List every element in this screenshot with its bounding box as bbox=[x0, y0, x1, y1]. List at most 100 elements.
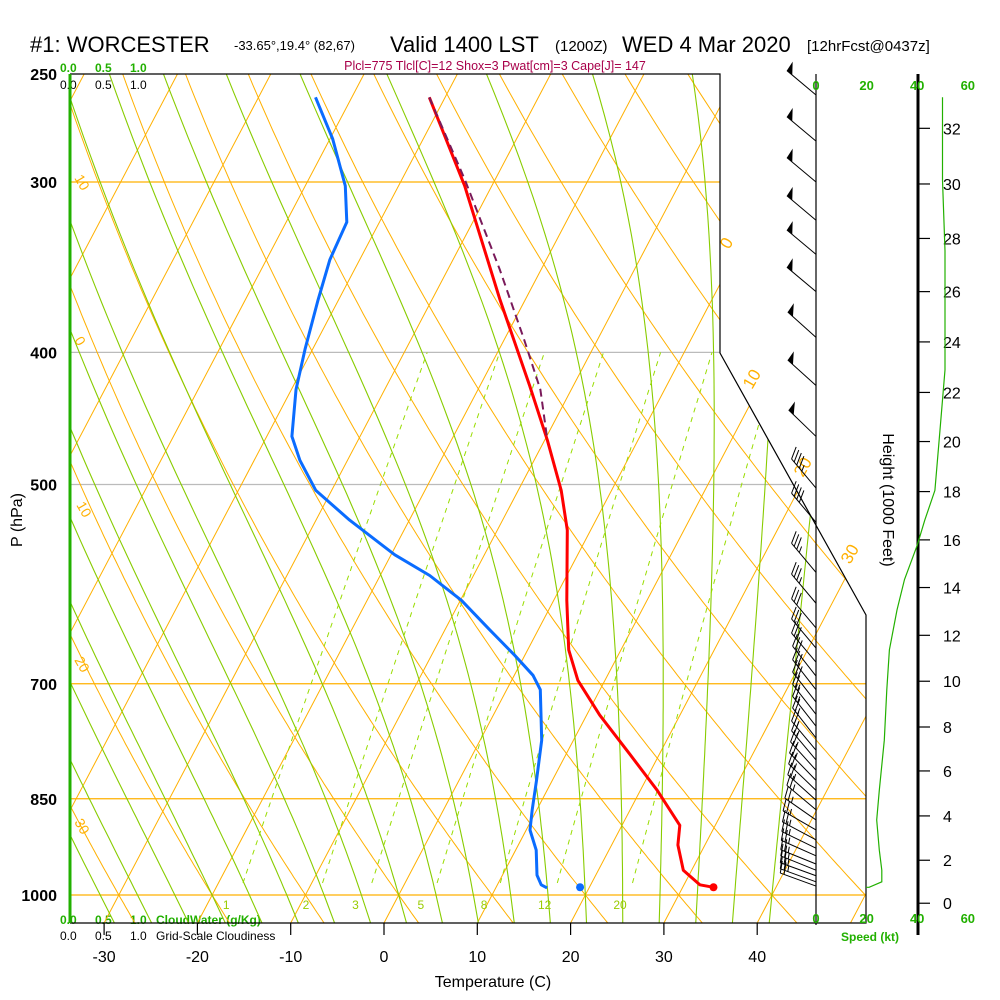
wind-barb bbox=[786, 148, 817, 183]
speed-tick-label: 60 bbox=[961, 911, 975, 926]
cloudiness-tick: 0.0 bbox=[60, 929, 77, 943]
cloudiness-label: Grid-Scale Cloudiness bbox=[156, 929, 275, 943]
wind-barb-staff bbox=[787, 359, 817, 386]
surface-dewpoint-marker bbox=[576, 883, 585, 892]
moist-adiabat-line bbox=[70, 74, 229, 923]
wind-barb-staff bbox=[787, 311, 817, 338]
cloudwater-tick: 1.0 bbox=[130, 61, 147, 75]
wind-barb bbox=[781, 809, 817, 841]
wind-barb bbox=[791, 586, 817, 629]
dry-adiabat-line bbox=[485, 74, 866, 923]
wind-barb-feather bbox=[783, 862, 787, 875]
wind-barb bbox=[791, 531, 817, 573]
wind-barb-staff bbox=[791, 573, 817, 604]
wind-barb-feather bbox=[780, 828, 785, 841]
wind-barb-feather bbox=[791, 718, 797, 731]
height-tick-label: 16 bbox=[943, 533, 961, 550]
moist-adiabat-line bbox=[373, 74, 588, 923]
wind-barb-feather bbox=[798, 490, 805, 503]
wind-barb-feather bbox=[787, 762, 793, 775]
height-tick-label: 4 bbox=[943, 809, 952, 826]
x-axis-title: Temperature (C) bbox=[435, 974, 551, 991]
surface-temperature-marker bbox=[709, 883, 718, 892]
height-tick-label: 8 bbox=[943, 720, 952, 737]
moist-adiabat-line bbox=[70, 74, 266, 923]
wind-barb bbox=[779, 860, 817, 887]
forecast-run: [12hrFcst@0437z] bbox=[807, 38, 930, 55]
isotherm-line bbox=[850, 74, 866, 923]
wind-barb bbox=[786, 773, 817, 811]
pressure-tick-label: 700 bbox=[30, 677, 57, 694]
plot-frame bbox=[70, 73, 867, 924]
wind-barb-feather bbox=[792, 732, 799, 746]
wind-barb-feather bbox=[782, 798, 787, 812]
wind-barb-feather bbox=[787, 788, 793, 801]
wind-barb-feather bbox=[791, 531, 797, 544]
dry-adiabat-line bbox=[70, 74, 329, 923]
mixing-ratio-line bbox=[242, 352, 428, 884]
wind-barb bbox=[786, 107, 817, 142]
wind-barb-feather bbox=[779, 856, 783, 869]
wind-barb-staff bbox=[786, 157, 817, 183]
dry-adiabat-line bbox=[113, 74, 614, 923]
wind-barb-feather bbox=[783, 858, 787, 871]
speed-tick-label: 0 bbox=[812, 911, 819, 926]
wind-barb-feather bbox=[791, 606, 797, 620]
speed-axis-title: Speed (kt) bbox=[841, 930, 899, 944]
mixing-ratio-line bbox=[556, 352, 713, 884]
wind-barb-feather bbox=[796, 487, 802, 500]
cloudwater-tick: 0.5 bbox=[95, 61, 112, 75]
wind-barb-feather bbox=[796, 537, 802, 550]
wind-barb-feather bbox=[793, 721, 800, 735]
wind-barb-staff bbox=[792, 684, 817, 715]
wind-barb-feather bbox=[793, 589, 800, 603]
speed-tick-label: 60 bbox=[961, 78, 975, 93]
dry-adiabat-line bbox=[175, 74, 709, 923]
wind-barb bbox=[787, 303, 817, 338]
dry-adiabat-line bbox=[70, 74, 519, 923]
wind-barb-feather bbox=[783, 845, 788, 858]
wind-barb-staff bbox=[780, 872, 817, 887]
wind-barb-feather bbox=[790, 729, 796, 743]
wind-barb-half-feather bbox=[792, 784, 796, 791]
cloud-axis-bottom: 0.0 0.5 1.0 CloudWater (g/Kg) 0.0 0.5 1.… bbox=[60, 913, 275, 943]
isotherm-line bbox=[756, 74, 866, 923]
wind-barb-half-feather bbox=[787, 865, 790, 872]
wind-barb-staff bbox=[791, 542, 817, 573]
pressure-tick-label: 850 bbox=[30, 792, 57, 809]
wind-barb-half-feather bbox=[794, 752, 798, 759]
wind-barb-feather bbox=[794, 637, 801, 650]
cloudiness-tick: 0.5 bbox=[95, 929, 112, 943]
wind-barb-feather bbox=[793, 624, 800, 637]
station-title: #1: WORCESTER bbox=[30, 32, 210, 57]
wind-barb-staff bbox=[788, 763, 817, 791]
dry-adiabat-line bbox=[423, 74, 866, 923]
forecast-date: WED 4 Mar 2020 bbox=[622, 32, 791, 57]
height-tick-label: 30 bbox=[943, 177, 961, 194]
wind-barb-feather bbox=[779, 850, 783, 863]
wind-barb-half-feather bbox=[788, 828, 791, 836]
wind-barb-pennant bbox=[787, 351, 794, 365]
dry-adiabat-line bbox=[299, 74, 866, 923]
temperature-tick-label: -20 bbox=[186, 949, 209, 966]
wind-barb-feather bbox=[796, 627, 802, 640]
adiabat-label: 10 bbox=[73, 499, 95, 521]
wind-barb-feather bbox=[791, 708, 797, 722]
wind-speed-profile-line bbox=[866, 97, 946, 888]
wind-barb-pennant bbox=[786, 258, 793, 272]
wind-barb-feather bbox=[796, 452, 802, 466]
dry-adiabat-line bbox=[548, 74, 866, 923]
adiabat-label: 30 bbox=[837, 541, 863, 567]
wind-barb-staff bbox=[786, 229, 817, 255]
wind-barb-feather bbox=[785, 811, 790, 824]
wind-barb-feather bbox=[794, 650, 801, 664]
wind-barb-half-feather bbox=[797, 684, 801, 691]
wind-barb-pennant bbox=[786, 107, 793, 122]
wind-barb-pennant bbox=[787, 303, 794, 317]
mixing-ratio-line bbox=[632, 352, 781, 884]
height-tick-label: 12 bbox=[943, 628, 961, 645]
isotherm-line bbox=[383, 74, 832, 923]
wind-barb-feather bbox=[792, 684, 798, 697]
mixing-ratio-line bbox=[499, 352, 662, 884]
wind-barb-staff bbox=[784, 797, 817, 821]
